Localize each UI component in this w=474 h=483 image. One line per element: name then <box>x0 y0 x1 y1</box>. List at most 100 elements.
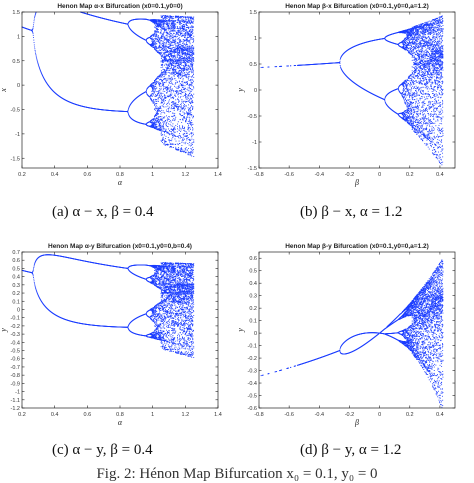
data-point <box>192 124 193 125</box>
data-point <box>188 109 189 110</box>
data-point <box>155 101 156 102</box>
data-point <box>163 91 164 92</box>
data-point <box>191 29 192 30</box>
data-point <box>187 68 188 69</box>
data-point <box>170 35 171 36</box>
data-point <box>188 121 189 122</box>
data-point <box>170 140 171 141</box>
data-point <box>165 19 166 20</box>
data-point <box>175 147 176 148</box>
data-point <box>175 55 176 56</box>
data-point <box>263 67 264 68</box>
data-point <box>181 94 182 95</box>
data-point <box>175 36 176 37</box>
data-point <box>173 26 174 27</box>
data-point <box>177 107 178 108</box>
data-point <box>168 25 169 26</box>
data-point <box>192 19 193 20</box>
data-point <box>166 74 167 75</box>
data-point <box>161 16 162 17</box>
data-point <box>179 65 180 66</box>
data-point <box>177 144 178 145</box>
data-point <box>178 66 179 67</box>
data-point <box>182 19 183 20</box>
data-point <box>186 67 187 68</box>
data-point <box>182 28 183 29</box>
data-point <box>192 64 193 65</box>
data-point <box>178 38 179 39</box>
data-point <box>190 102 191 103</box>
data-point <box>188 124 189 125</box>
data-point <box>192 129 193 130</box>
data-point <box>169 99 170 100</box>
data-point <box>155 38 156 39</box>
data-point <box>156 43 157 44</box>
data-point <box>167 37 168 38</box>
data-point <box>180 131 181 132</box>
data-point <box>175 74 176 75</box>
data-point <box>189 47 190 48</box>
data-point <box>191 70 192 71</box>
data-point <box>163 122 164 123</box>
data-point <box>185 69 186 70</box>
data-point <box>169 56 170 57</box>
data-point <box>179 141 180 142</box>
data-point <box>183 75 184 76</box>
data-point <box>179 130 180 131</box>
data-point <box>160 122 161 123</box>
data-point <box>35 54 36 55</box>
data-point <box>189 62 190 63</box>
data-point <box>162 55 163 56</box>
data-point <box>192 80 193 81</box>
data-point <box>152 83 153 84</box>
data-point <box>168 144 169 145</box>
data-point <box>176 34 177 35</box>
data-point <box>178 18 179 19</box>
data-point <box>190 39 191 40</box>
data-point <box>152 22 153 23</box>
data-point <box>166 90 167 91</box>
data-point <box>193 17 194 18</box>
data-point <box>153 100 154 101</box>
data-point <box>179 127 180 128</box>
chart-title: Henon Map β-x Bifurcation (x0=0.1,y0=0,a… <box>285 3 429 10</box>
data-point <box>191 83 192 84</box>
data-point <box>180 114 181 115</box>
data-point <box>156 126 157 127</box>
data-point <box>173 36 174 37</box>
data-point <box>193 18 194 19</box>
data-point <box>35 51 36 52</box>
data-point <box>176 37 177 38</box>
data-point <box>168 101 169 102</box>
data-point <box>160 108 161 109</box>
data-point <box>173 49 174 50</box>
data-point <box>160 21 161 22</box>
data-point <box>186 33 187 34</box>
data-point <box>184 104 185 105</box>
data-point <box>180 24 181 25</box>
data-point <box>172 78 173 79</box>
data-point <box>172 74 173 75</box>
data-point <box>163 106 164 107</box>
data-point <box>187 133 188 134</box>
data-point <box>185 150 186 151</box>
data-point <box>160 111 161 112</box>
data-point <box>163 48 164 49</box>
data-point <box>182 36 183 37</box>
data-point <box>191 39 192 40</box>
data-point <box>187 97 188 98</box>
data-point <box>169 111 170 112</box>
data-point <box>171 42 172 43</box>
data-point <box>180 28 181 29</box>
data-point <box>176 61 177 62</box>
data-point <box>155 90 156 91</box>
data-point <box>185 47 186 48</box>
data-point <box>163 61 164 62</box>
data-point <box>33 40 34 41</box>
data-point <box>181 151 182 152</box>
data-point <box>172 120 173 121</box>
data-point <box>178 65 179 66</box>
data-point <box>192 60 193 61</box>
data-point <box>184 70 185 71</box>
data-point <box>169 140 170 141</box>
